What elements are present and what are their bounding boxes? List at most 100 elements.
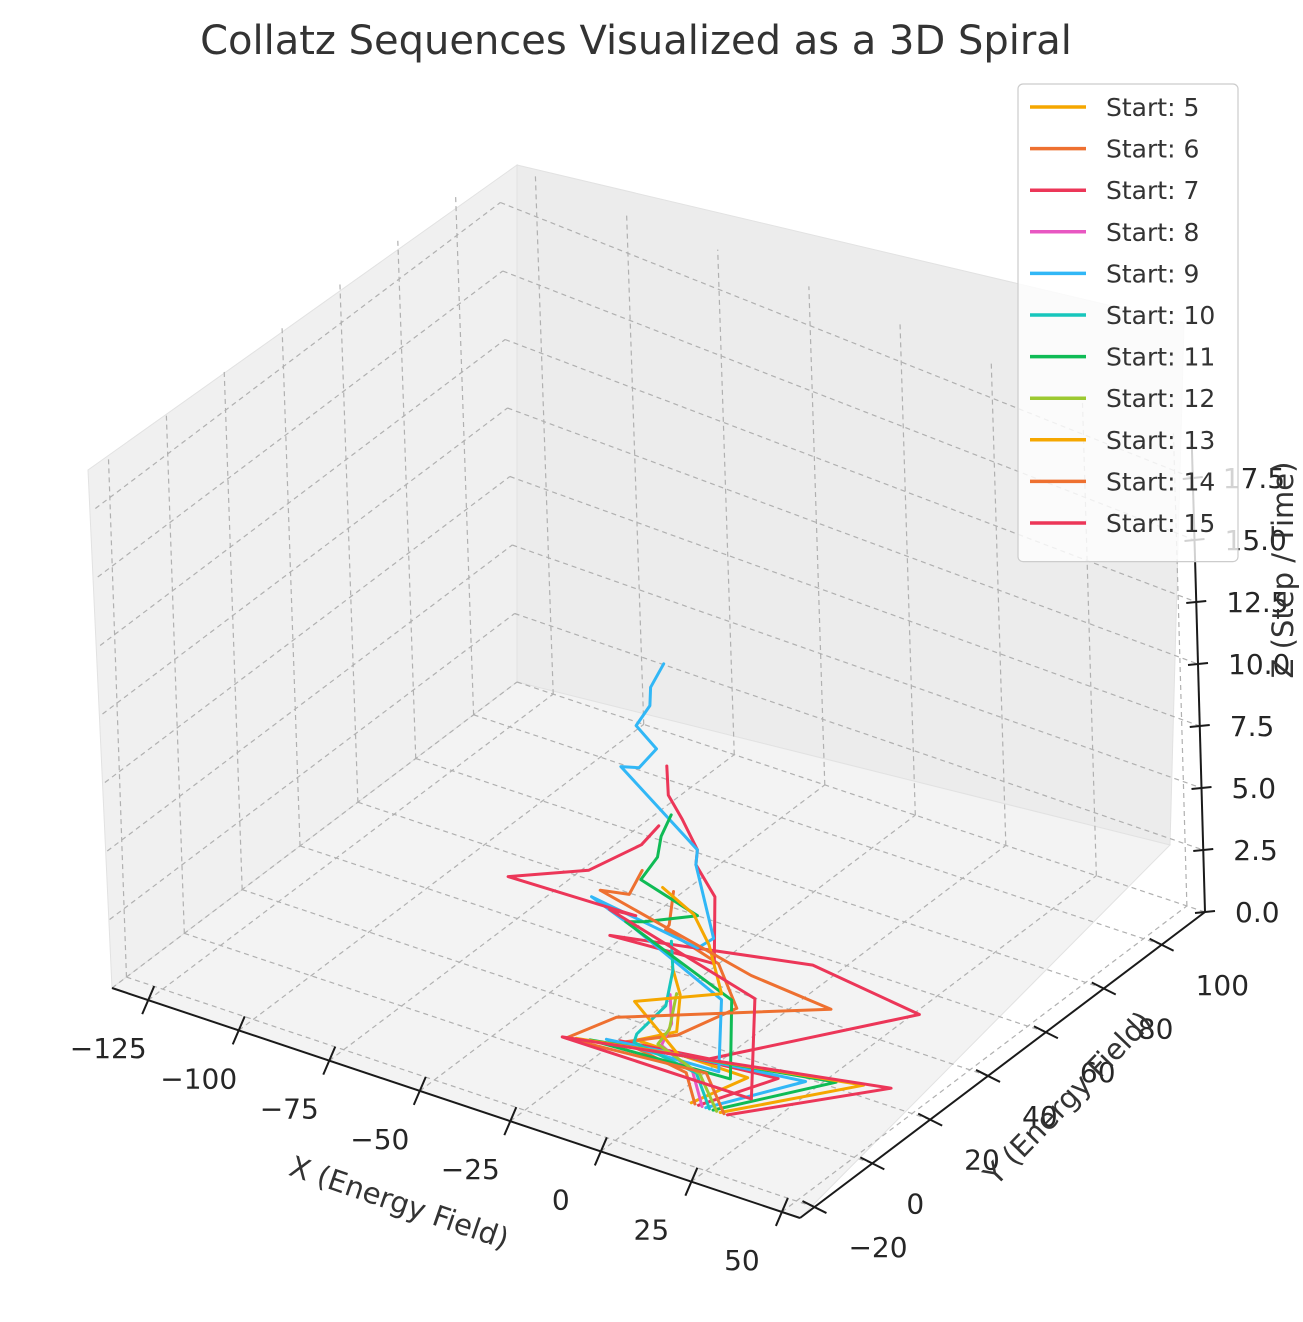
z-tick-label: 5.0 — [1232, 772, 1277, 805]
series-line-10 — [564, 868, 833, 1116]
grid-line — [514, 612, 1204, 851]
series-line-11 — [506, 824, 893, 1117]
grid-line — [104, 476, 511, 783]
x-tick-mark — [141, 985, 156, 1015]
z-tick-label: 10.0 — [1228, 648, 1290, 681]
legend-box — [1017, 83, 1239, 563]
x-tick-mark — [593, 1137, 608, 1166]
z-tick-label: 12.5 — [1226, 586, 1288, 619]
legend-entry: Start: 12 — [1106, 384, 1215, 413]
grid-line — [299, 845, 989, 1077]
legend-entry: Start: 13 — [1106, 426, 1215, 455]
x-tick-mark — [231, 1015, 246, 1045]
grid-line — [516, 681, 1206, 913]
grid-line — [328, 754, 735, 1062]
y-axis-label: Y (Energy Field) — [976, 1005, 1159, 1193]
z-tick-mark — [1186, 600, 1207, 604]
y-tick-label: −20 — [848, 1231, 907, 1264]
y-tick-label: 60 — [1080, 1056, 1116, 1089]
z-tick-mark — [1189, 724, 1210, 728]
grid-line — [509, 814, 916, 1122]
z-tick-mark — [1187, 662, 1209, 666]
grid-line — [241, 889, 931, 1121]
x-tick-label: 25 — [634, 1214, 670, 1247]
legend-entry: Start: 8 — [1106, 218, 1199, 247]
grid-line — [102, 407, 508, 715]
grid-line — [281, 325, 301, 846]
x-tick-label: −25 — [441, 1153, 500, 1186]
grid-line — [238, 723, 645, 1031]
x-tick-label: −75 — [260, 1093, 319, 1126]
grid-line — [109, 613, 515, 920]
z-tick-mark — [1191, 786, 1212, 790]
grid-line — [147, 693, 554, 1001]
x-tick-label: −50 — [350, 1123, 409, 1156]
grid-line — [1172, 433, 1188, 906]
grid-line — [691, 875, 1097, 1183]
grid-line — [415, 757, 1104, 990]
grid-line — [808, 286, 826, 785]
y-tick-mark — [1091, 981, 1117, 996]
grid-line — [111, 681, 518, 989]
y-tick-mark — [975, 1069, 1001, 1083]
grid-line — [184, 932, 873, 1164]
legend-entry: Start: 7 — [1106, 176, 1199, 205]
grid-line — [717, 249, 735, 755]
legend-entry: Start: 14 — [1106, 467, 1215, 496]
z-tick-label: 7.5 — [1230, 710, 1275, 743]
legend-entry: Start: 15 — [1106, 509, 1215, 538]
grid-line — [512, 544, 1202, 789]
x-tick-mark — [412, 1076, 427, 1106]
legend-entry: Start: 11 — [1106, 343, 1215, 372]
grid-line — [781, 905, 1188, 1213]
y-tick-label: 0 — [906, 1187, 924, 1220]
legend-entry: Start: 6 — [1106, 135, 1199, 164]
x-tick-mark — [322, 1046, 337, 1076]
grid-line — [357, 801, 1047, 1033]
z-tick-label: 2.5 — [1233, 834, 1278, 867]
grid-line — [97, 270, 504, 578]
x-tick-mark — [684, 1167, 699, 1197]
grid-line — [500, 201, 1193, 479]
z-tick-label: 0.0 — [1235, 896, 1280, 929]
y-axis-line — [799, 911, 1206, 1219]
series-lines — [506, 662, 921, 1117]
z-tick-mark — [1194, 910, 1216, 914]
y-tick-mark — [1149, 937, 1175, 952]
grid-line — [502, 270, 1195, 541]
grid-line — [106, 544, 513, 852]
grid-line — [339, 281, 359, 803]
series-line-1 — [635, 965, 750, 1105]
z-axis-label: Z (Step / Time) — [1266, 462, 1300, 679]
x-tick-mark — [503, 1106, 518, 1136]
grid-line — [165, 412, 185, 934]
legend: Start: 5 Start: 6 Start: 7 Start: 8 Start: 9… — [1017, 83, 1239, 563]
y-tick-mark — [802, 1200, 827, 1214]
grid-line — [625, 212, 645, 725]
x-tick-mark — [774, 1197, 789, 1227]
series-line-5 — [590, 662, 808, 1110]
x-tick-label: −100 — [160, 1062, 237, 1095]
grid-line — [99, 339, 506, 646]
y-tick-mark — [917, 1112, 943, 1127]
grid-line — [126, 976, 815, 1208]
legend-entry: Start: 5 — [1106, 93, 1199, 122]
y-tick-label: 80 — [1138, 1013, 1174, 1046]
grid-line — [507, 407, 1199, 665]
grid-line — [95, 202, 501, 509]
series-line-8 — [656, 992, 719, 1113]
grid-line — [473, 714, 1162, 946]
y-tick-mark — [1033, 1025, 1059, 1040]
grid-line — [223, 369, 243, 890]
legend-entry: Start: 9 — [1106, 259, 1199, 288]
y-tick-label: 20 — [964, 1144, 1000, 1177]
x-axis-line — [111, 987, 801, 1219]
grid-line — [454, 194, 475, 715]
grid-lines — [95, 176, 1206, 1213]
grid-line — [899, 323, 916, 816]
y-tick-label: 40 — [1022, 1100, 1058, 1133]
x-tick-label: 50 — [724, 1244, 760, 1277]
axes: −125 −100 −75 −50 −25 0 25 50 −20 0 20 40 60 80 100 0.0… — [70, 440, 1290, 1277]
grid-line — [397, 237, 417, 759]
